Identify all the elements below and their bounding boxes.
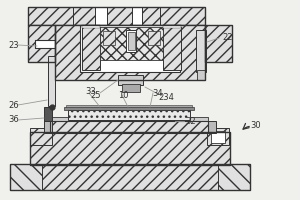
Bar: [122, 84, 140, 92]
Bar: [163, 25, 181, 28]
Bar: [10, 164, 250, 190]
Bar: [30, 132, 230, 165]
Bar: [44, 107, 52, 121]
Bar: [197, 70, 205, 80]
Bar: [55, 25, 205, 80]
Bar: [48, 56, 55, 106]
Bar: [82, 27, 100, 70]
Bar: [163, 27, 181, 70]
Bar: [50, 117, 208, 121]
Bar: [196, 30, 206, 72]
Bar: [28, 7, 205, 25]
Bar: [132, 7, 142, 25]
Bar: [55, 25, 205, 80]
Bar: [44, 121, 52, 133]
Bar: [95, 7, 107, 25]
Text: 25: 25: [90, 90, 101, 99]
Bar: [28, 7, 73, 25]
Bar: [142, 7, 160, 25]
Bar: [10, 164, 250, 190]
Bar: [30, 132, 230, 165]
Bar: [35, 40, 55, 48]
Bar: [68, 110, 190, 120]
Bar: [118, 75, 143, 85]
Bar: [50, 121, 208, 133]
Bar: [82, 25, 100, 28]
Text: 26: 26: [8, 100, 19, 110]
Bar: [107, 7, 132, 25]
Bar: [64, 107, 194, 110]
Bar: [10, 164, 42, 190]
Bar: [160, 7, 205, 25]
Bar: [148, 31, 160, 45]
Bar: [28, 25, 55, 62]
Text: 22: 22: [222, 33, 232, 43]
Bar: [66, 105, 192, 107]
Bar: [73, 7, 95, 25]
Text: 32: 32: [185, 117, 196, 127]
Bar: [205, 25, 232, 62]
Bar: [211, 131, 225, 143]
Text: 36: 36: [8, 116, 19, 124]
Bar: [205, 25, 232, 62]
Bar: [50, 121, 208, 133]
Bar: [28, 25, 55, 62]
Bar: [207, 128, 229, 145]
Text: 10: 10: [118, 90, 128, 99]
Text: 23: 23: [8, 40, 19, 49]
Bar: [103, 31, 115, 45]
Bar: [30, 128, 52, 145]
Bar: [208, 121, 216, 133]
Bar: [100, 27, 163, 60]
Text: 234: 234: [158, 92, 174, 102]
Text: 30: 30: [250, 120, 261, 130]
Bar: [80, 25, 180, 72]
Bar: [126, 30, 136, 52]
Bar: [35, 40, 55, 48]
Text: 34: 34: [152, 88, 163, 98]
Bar: [128, 32, 135, 50]
Bar: [218, 164, 250, 190]
Text: 33: 33: [85, 88, 96, 97]
